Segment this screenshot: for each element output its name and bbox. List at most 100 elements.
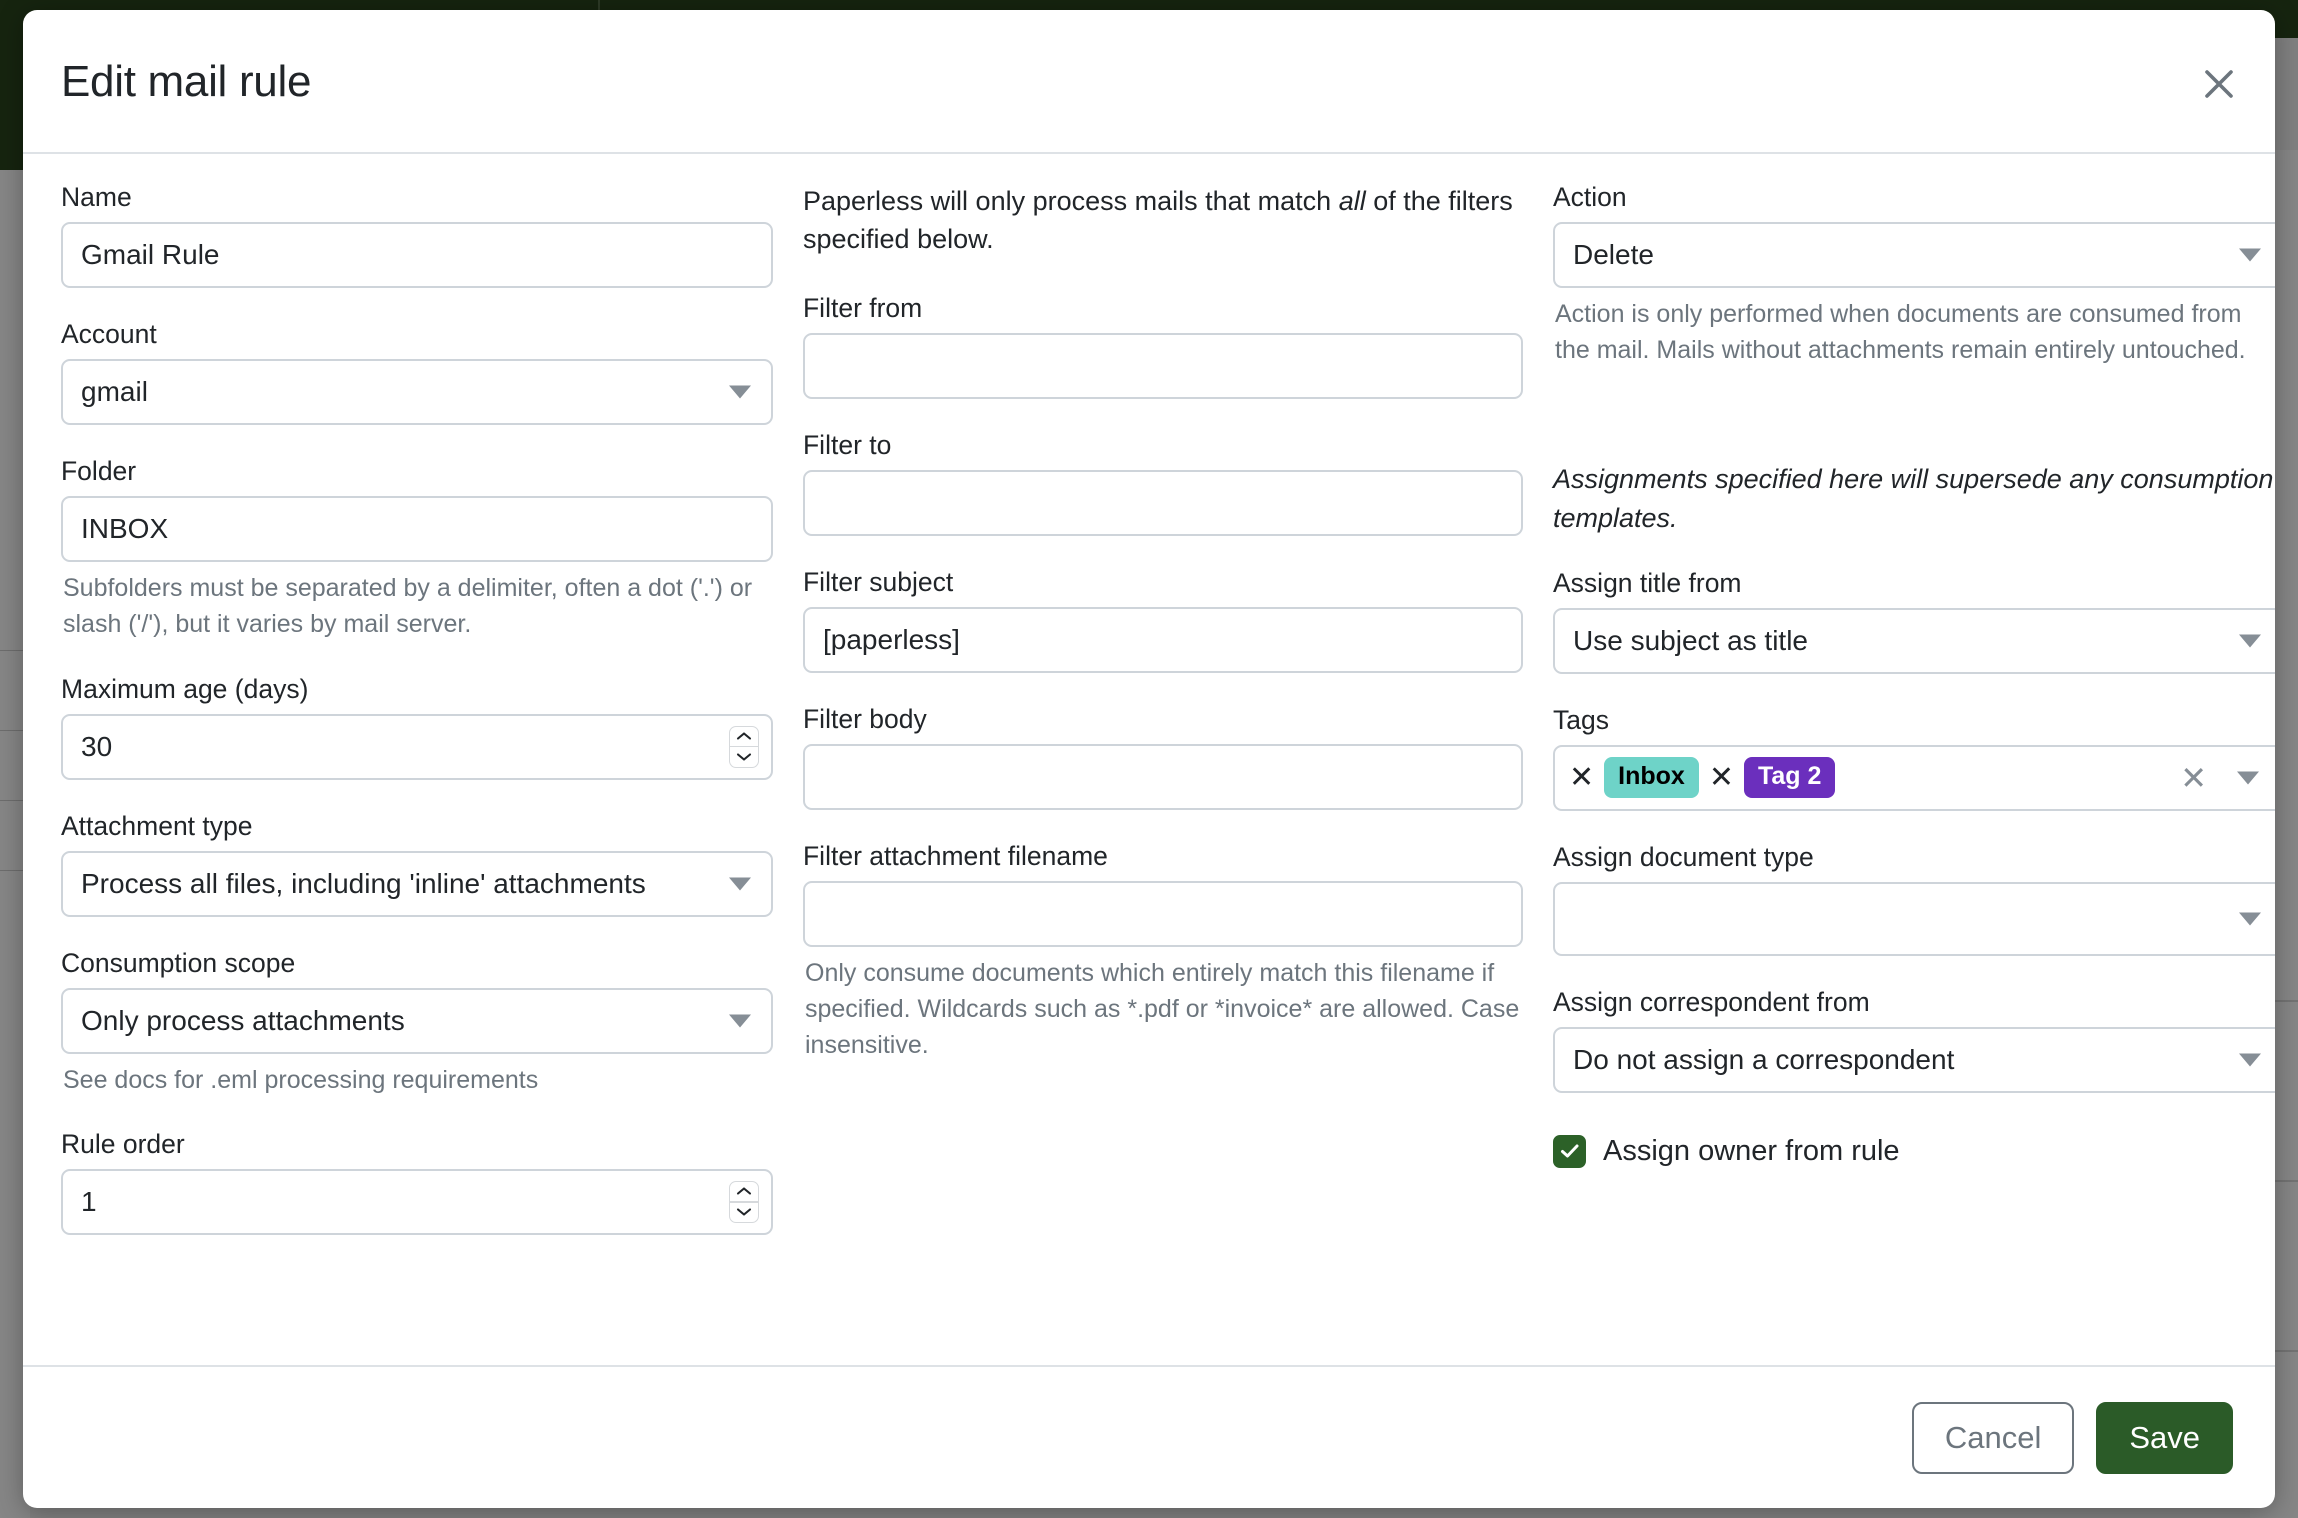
consumption-scope-label: Consumption scope [61, 947, 296, 978]
filter-attachment-filename-label: Filter attachment filename [803, 840, 1108, 871]
dialog-footer: Cancel Save [23, 1365, 2275, 1508]
assign-correspondent-from-select[interactable]: Do not assign a correspondent [1553, 1026, 2275, 1093]
cancel-button[interactable]: Cancel [1911, 1401, 2075, 1474]
filters-intro-emphasis: all [1338, 186, 1366, 216]
field-filter-subject: Filter subject [paperless] [803, 567, 1523, 673]
account-label: Account [61, 319, 157, 349]
background-row-line [0, 650, 30, 651]
remove-tag-icon[interactable]: ✕ [1708, 760, 1734, 794]
field-filter-from: Filter from [803, 293, 1523, 399]
dialog-body: Name Gmail Rule Account gmail Folder INB… [23, 154, 2275, 1365]
chevron-down-icon [729, 877, 751, 890]
filter-attachment-filename-hint: Only consume documents which entirely ma… [805, 958, 1520, 1060]
close-icon-glyph [2205, 70, 2233, 98]
chevron-down-icon[interactable] [2237, 771, 2259, 785]
edit-mail-rule-dialog: Edit mail rule Name Gmail Rule Account g… [23, 10, 2275, 1508]
attachment-type-label: Attachment type [61, 810, 253, 841]
column-actions: Action Delete Action is only performed w… [1553, 182, 2275, 1266]
action-select-value: Delete [1573, 239, 1654, 270]
field-action: Action Delete [1553, 182, 2275, 288]
field-tags: Tags ✕ Inbox ✕ Tag 2 ✕ [1553, 705, 2275, 811]
assign-title-from-label: Assign title from [1553, 567, 1742, 598]
name-input[interactable]: Gmail Rule [61, 222, 773, 288]
consumption-scope-select-value: Only process attachments [81, 1004, 405, 1036]
stepper-down-icon[interactable] [730, 1203, 758, 1222]
stepper-up-icon[interactable] [730, 1182, 758, 1201]
name-label: Name [61, 182, 132, 212]
stepper-divider [730, 1201, 758, 1203]
chevron-down-icon [2239, 248, 2261, 262]
filters-intro: Paperless will only process mails that m… [803, 182, 1523, 259]
chevron-down-icon [729, 385, 751, 399]
action-label: Action [1553, 182, 1627, 212]
tag-item: ✕ Tag 2 [1708, 757, 1836, 799]
filter-subject-label: Filter subject [803, 566, 954, 597]
filter-subject-input[interactable]: [paperless] [803, 606, 1523, 673]
assign-document-type-select[interactable] [1553, 881, 2275, 956]
save-button[interactable]: Save [2096, 1401, 2233, 1474]
chevron-down-icon [2239, 912, 2261, 926]
field-rule-order: Rule order 1 [61, 1129, 773, 1235]
stepper-down-icon[interactable] [730, 747, 758, 766]
field-filter-body: Filter body [803, 704, 1523, 810]
field-assign-title-from: Assign title from Use subject as title [1553, 568, 2275, 674]
assignments-note: Assignments specified here will supersed… [1553, 463, 2274, 533]
field-account: Account gmail [61, 319, 773, 425]
assign-title-from-select[interactable]: Use subject as title [1553, 607, 2275, 674]
column-filters: Paperless will only process mails that m… [803, 182, 1553, 1266]
attachment-type-select[interactable]: Process all files, including 'inline' at… [61, 850, 773, 917]
maximum-age-stepper[interactable] [729, 725, 759, 768]
filters-intro-before: Paperless will only process mails that m… [803, 186, 1339, 216]
chevron-down-icon [2239, 1053, 2261, 1067]
field-filter-to: Filter to [803, 430, 1523, 536]
assign-correspondent-from-select-value: Do not assign a correspondent [1573, 1043, 1955, 1075]
folder-input[interactable]: INBOX [61, 496, 773, 562]
filter-from-input[interactable] [803, 332, 1523, 399]
tag-chip: Tag 2 [1743, 757, 1836, 799]
attachment-type-select-value: Process all files, including 'inline' at… [81, 867, 646, 899]
tags-label: Tags [1553, 704, 1609, 735]
background-row-line [0, 730, 30, 731]
tag-item: ✕ Inbox [1569, 757, 1699, 799]
assign-owner-from-rule-checkbox[interactable] [1553, 1134, 1586, 1168]
stepper-divider [730, 745, 758, 748]
dialog-title: Edit mail rule [61, 57, 312, 106]
rule-order-label: Rule order [61, 1128, 185, 1159]
folder-hint: Subfolders must be separated by a delimi… [63, 574, 753, 639]
maximum-age-input[interactable]: 30 [61, 713, 773, 780]
field-assign-document-type: Assign document type [1553, 842, 2275, 956]
tags-select[interactable]: ✕ Inbox ✕ Tag 2 ✕ [1553, 744, 2275, 811]
spacer [1553, 400, 2275, 460]
dialog-header: Edit mail rule [23, 10, 2275, 154]
field-assign-correspondent-from: Assign correspondent from Do not assign … [1553, 987, 2275, 1093]
action-hint: Action is only performed when documents … [1555, 300, 2246, 365]
assign-document-type-label: Assign document type [1553, 841, 1814, 872]
action-select[interactable]: Delete [1553, 222, 2275, 288]
stepper-up-icon[interactable] [730, 727, 758, 746]
field-attachment-type: Attachment type Process all files, inclu… [61, 811, 773, 917]
field-consumption-scope: Consumption scope Only process attachmen… [61, 948, 773, 1054]
filter-to-label: Filter to [803, 429, 892, 460]
filter-body-input[interactable] [803, 743, 1523, 810]
field-assign-owner-from-rule: Assign owner from rule [1553, 1134, 2275, 1168]
background-row-line [0, 870, 30, 871]
maximum-age-label: Maximum age (days) [61, 673, 309, 704]
clear-all-icon[interactable]: ✕ [2180, 759, 2207, 796]
account-select[interactable]: gmail [61, 359, 773, 425]
filters-intro-after: of the filters specified below. [803, 186, 1513, 255]
filter-body-label: Filter body [803, 703, 927, 734]
filter-to-input[interactable] [803, 469, 1523, 536]
remove-tag-icon[interactable]: ✕ [1569, 760, 1595, 794]
chevron-down-icon [729, 1014, 751, 1027]
field-name: Name Gmail Rule [61, 182, 773, 288]
rule-order-stepper[interactable] [729, 1180, 759, 1223]
close-icon[interactable] [2193, 58, 2245, 110]
rule-order-input[interactable]: 1 [61, 1168, 773, 1235]
background-row-line [0, 800, 30, 801]
field-filter-attachment-filename: Filter attachment filename [803, 841, 1523, 947]
consumption-scope-select[interactable]: Only process attachments [61, 987, 773, 1054]
filter-attachment-filename-input[interactable] [803, 880, 1523, 947]
filter-from-label: Filter from [803, 292, 923, 323]
assign-title-from-select-value: Use subject as title [1573, 624, 1808, 656]
assign-owner-from-rule-label: Assign owner from rule [1603, 1134, 1900, 1167]
